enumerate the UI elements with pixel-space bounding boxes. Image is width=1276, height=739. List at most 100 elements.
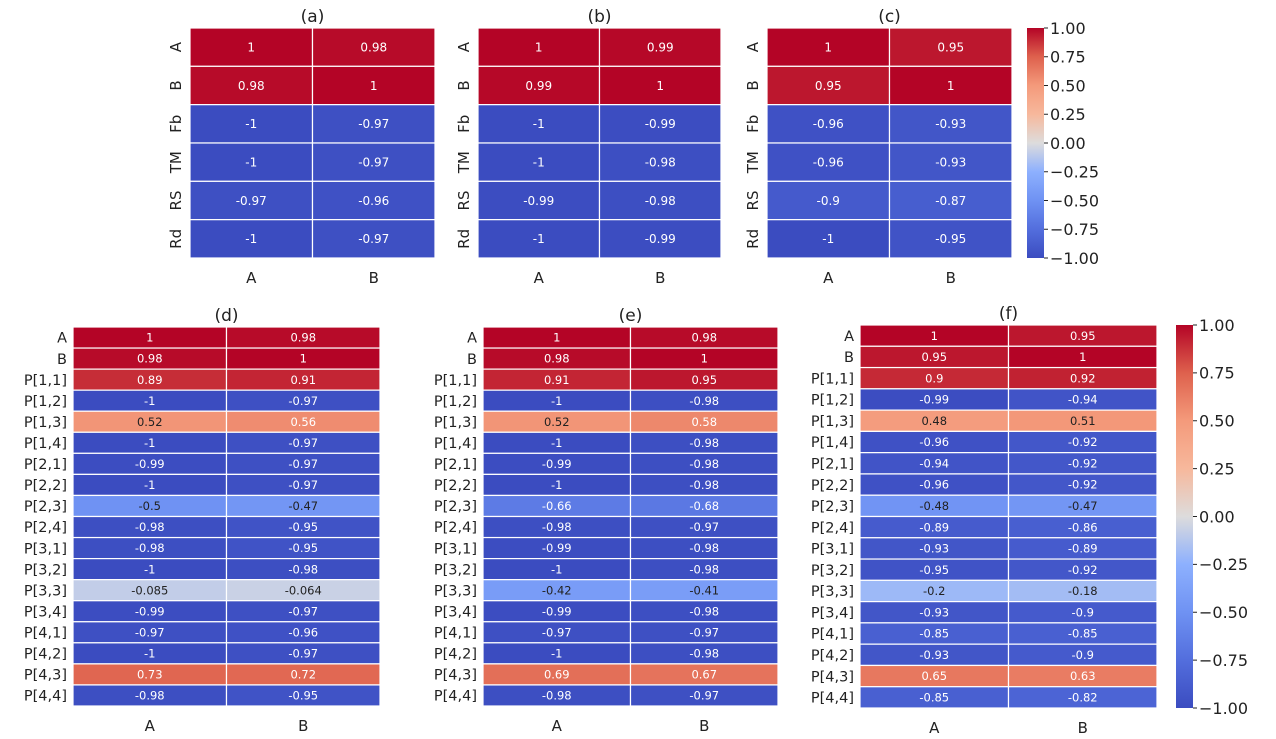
row-tick-label: P[2,4] xyxy=(24,520,67,536)
heatmap-cell xyxy=(311,104,436,144)
row-tick-label: P[4,3] xyxy=(24,668,67,684)
cell-label: -0.9 xyxy=(1072,648,1094,662)
cell-label: -0.95 xyxy=(935,232,966,246)
colorbar-tick-label: −0.75 xyxy=(1199,651,1248,670)
colorbar-gradient xyxy=(1027,28,1044,258)
row-tick-label: P[2,3] xyxy=(434,499,477,515)
cell-label: 0.65 xyxy=(921,669,947,683)
cell-label: -0.93 xyxy=(919,648,949,662)
row-tick-label: P[3,1] xyxy=(24,541,67,557)
row-tick-label: B xyxy=(57,352,67,368)
cell-label: -0.95 xyxy=(288,541,318,555)
cell-label: -0.95 xyxy=(288,689,318,703)
cell-label: -0.99 xyxy=(542,457,572,471)
column-tick-label: A xyxy=(552,717,563,735)
cell-label: 0.99 xyxy=(647,40,674,54)
row-tick-label: P[4,2] xyxy=(434,647,477,663)
cell-label: -1 xyxy=(551,478,562,492)
cell-label: -1 xyxy=(533,155,545,169)
cell-label: -0.064 xyxy=(285,583,322,597)
panel-title: (f) xyxy=(999,304,1018,324)
cell-label: -0.85 xyxy=(1068,627,1098,641)
cell-label: -0.98 xyxy=(645,194,676,208)
cell-label: 0.91 xyxy=(290,373,316,387)
cell-label: -0.96 xyxy=(288,625,318,639)
cell-label: 0.95 xyxy=(815,79,842,93)
row-tick-label: P[2,3] xyxy=(811,499,854,515)
heatmap-cell xyxy=(477,104,601,144)
cell-label: 1 xyxy=(656,79,664,93)
cell-label: 0.73 xyxy=(137,668,163,682)
colorbar-tick-label: 0.25 xyxy=(1199,459,1235,478)
cell-label: 1 xyxy=(931,329,938,343)
cell-label: -0.97 xyxy=(288,478,318,492)
cell-label: -0.98 xyxy=(135,520,165,534)
cell-label: 0.69 xyxy=(544,668,570,682)
row-tick-label: P[4,2] xyxy=(811,648,854,664)
row-tick-label: P[2,3] xyxy=(24,499,67,515)
cell-label: -0.97 xyxy=(689,520,719,534)
row-tick-label: P[2,1] xyxy=(24,457,67,473)
cell-label: 0.51 xyxy=(1070,414,1096,428)
cell-label: -0.92 xyxy=(1068,478,1098,492)
colorbar-tick-label: 1.00 xyxy=(1199,316,1235,335)
cell-label: 1 xyxy=(1079,350,1086,364)
cell-label: -0.97 xyxy=(288,457,318,471)
cell-label: -0.94 xyxy=(1068,393,1098,407)
cell-label: -0.93 xyxy=(919,605,949,619)
column-tick-label: A xyxy=(823,269,834,287)
row-tick-label: P[4,4] xyxy=(24,689,67,705)
colorbar-tick-label: −1.00 xyxy=(1050,249,1099,268)
cell-label: 0.99 xyxy=(525,79,552,93)
row-tick-label: B xyxy=(844,350,854,366)
cell-label: 0.95 xyxy=(921,350,947,364)
cell-label: 0.92 xyxy=(1070,371,1096,385)
row-tick-label: P[2,2] xyxy=(434,478,477,494)
heatmap-cell xyxy=(598,27,722,67)
cell-label: -1 xyxy=(245,155,257,169)
colorbar-tick-label: 1.00 xyxy=(1050,19,1086,38)
panel-title: (e) xyxy=(619,306,643,326)
column-tick-label: B xyxy=(298,717,308,735)
row-tick-label: P[4,1] xyxy=(434,626,477,642)
cell-label: -0.96 xyxy=(358,194,389,208)
cell-label: 0.63 xyxy=(1070,669,1096,683)
colorbar-tick-label: −0.25 xyxy=(1199,555,1248,574)
row-tick-label: RS xyxy=(744,191,762,211)
heatmap-cell xyxy=(311,27,436,67)
row-tick-label: P[3,3] xyxy=(434,583,477,599)
cell-label: -0.9 xyxy=(817,194,840,208)
cell-label: 1 xyxy=(824,40,832,54)
row-tick-label: Rd xyxy=(744,229,762,249)
heatmap-cell xyxy=(477,142,601,182)
row-tick-label: A xyxy=(844,329,854,345)
heatmap-cell xyxy=(598,104,722,144)
cell-label: -0.98 xyxy=(689,478,719,492)
cell-label: 0.52 xyxy=(137,415,163,429)
column-tick-label: A xyxy=(145,717,156,735)
row-tick-label: B xyxy=(744,80,762,90)
cell-label: 0.98 xyxy=(360,40,387,54)
cell-label: 0.98 xyxy=(238,79,265,93)
cell-label: 0.95 xyxy=(691,373,717,387)
row-tick-label: P[1,1] xyxy=(434,373,477,389)
cell-label: -1 xyxy=(551,647,562,661)
heatmap-cell xyxy=(888,219,1013,259)
heatmap-panel-a: (a) 1 0.98 0.98 1 -1 -0.97 -1 -0.97 -0.97 -0.96 -1 -… xyxy=(167,7,436,287)
heatmap-cell xyxy=(189,27,314,67)
cell-label: -0.99 xyxy=(523,194,554,208)
colorbar-gradient xyxy=(1176,325,1193,708)
row-tick-label: P[1,3] xyxy=(24,415,67,431)
cell-label: 0.98 xyxy=(691,331,717,345)
row-tick-label: P[3,3] xyxy=(811,584,854,600)
row-tick-label: TM xyxy=(167,151,185,174)
cell-label: -0.94 xyxy=(919,456,949,470)
cell-label: -0.93 xyxy=(919,542,949,556)
column-tick-label: B xyxy=(1078,719,1088,737)
cell-label: -0.5 xyxy=(139,499,161,513)
cell-label: -0.86 xyxy=(1068,520,1098,534)
row-tick-label: Rd xyxy=(167,229,185,249)
panel-title: (b) xyxy=(587,7,611,27)
panel-title: (a) xyxy=(301,7,325,27)
row-tick-label: A xyxy=(467,331,477,347)
